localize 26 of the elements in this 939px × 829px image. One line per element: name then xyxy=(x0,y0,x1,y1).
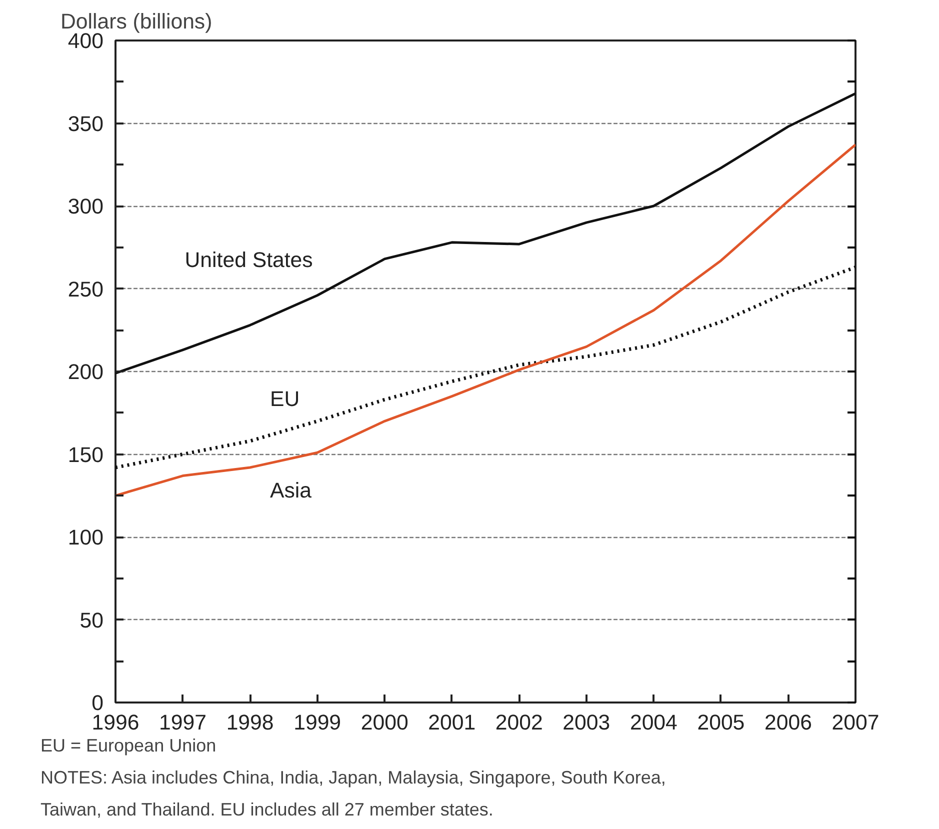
text: Taiwan, and Thailand. EU includes all 27 member states. xyxy=(40,800,494,820)
x-tick-label: 2004 xyxy=(630,710,678,734)
y-tick-label: 250 xyxy=(68,277,104,302)
y-tick-label: 200 xyxy=(68,360,104,384)
text: EU = European Union xyxy=(40,736,216,756)
x-tick-label: 2005 xyxy=(697,710,745,734)
x-tick-label: 2003 xyxy=(562,710,610,734)
x-tick-label: 2007 xyxy=(832,710,880,734)
x-tick-label: 2001 xyxy=(428,710,476,734)
x-tick-label: 2006 xyxy=(764,710,812,734)
y-tick-label: 150 xyxy=(68,442,104,467)
line-series xyxy=(116,92,856,374)
x-tick-label: 1997 xyxy=(159,710,206,734)
x-tick-label: 1999 xyxy=(294,710,342,734)
y-tick-label: 100 xyxy=(68,526,104,550)
text: NOTES: Asia includes China, India, Japan, Malaysia, Singapore, South Korea, xyxy=(40,768,666,788)
y-tick-label: 300 xyxy=(68,194,104,218)
x-tick-label: 2002 xyxy=(495,710,543,734)
series-label: EU xyxy=(270,387,300,412)
y-tick-label: 350 xyxy=(68,112,104,136)
x-tick-label: 2000 xyxy=(360,710,408,734)
series-label: Asia xyxy=(270,478,312,502)
y-tick-label: 50 xyxy=(80,608,104,632)
series-label: United States xyxy=(184,248,313,272)
line-series xyxy=(116,144,856,497)
x-tick-label: 1998 xyxy=(226,710,274,734)
